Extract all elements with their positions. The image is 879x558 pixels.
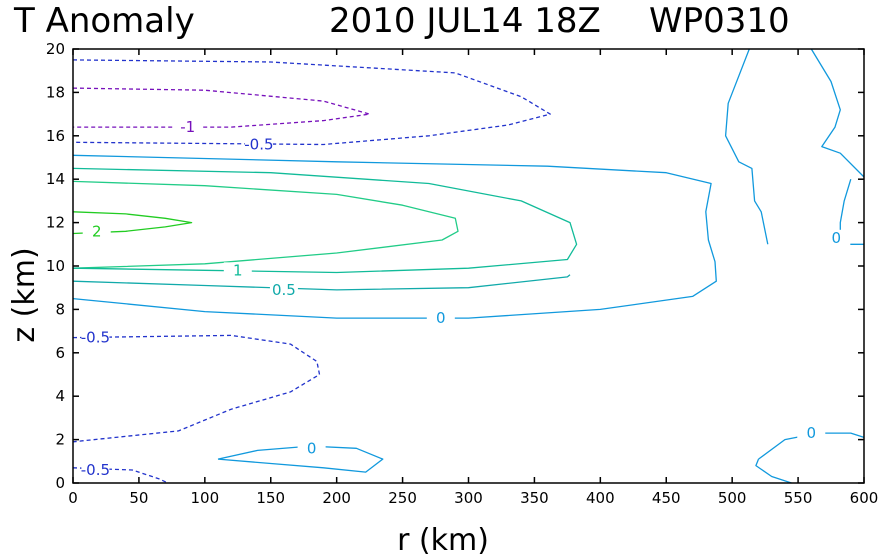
y-tick-label: 8 [55, 300, 65, 318]
contour-line [72, 167, 578, 274]
y-tick-label: 16 [46, 127, 65, 145]
contour-label-bg [244, 136, 273, 153]
contour-label-bg [81, 329, 110, 346]
x-axis-ticks: 0 50 100 150 200 250 300 350 400 450 500 550 600 [68, 49, 878, 507]
x-tick-label: 250 [388, 489, 417, 507]
contour-label-bg [82, 223, 111, 240]
y-axis-label: z (km) [7, 247, 42, 342]
contour-line [72, 154, 717, 319]
y-tick-label: 4 [55, 387, 65, 405]
contour-line [72, 59, 551, 146]
plot-frame [72, 48, 865, 484]
x-tick-label: 500 [718, 489, 747, 507]
x-tick-label: 150 [256, 489, 285, 507]
chart-datetime: 2010 JUL14 18Z [329, 1, 601, 41]
contour-label-bg [269, 281, 298, 298]
contour-label: 0 [832, 229, 842, 247]
contour-label: 1 [233, 261, 243, 279]
contour-lines [72, 48, 865, 484]
contour-label: -1 [180, 118, 195, 136]
y-tick-label: 2 [55, 431, 65, 449]
y-tick-label: 20 [46, 40, 65, 58]
contour-label-bg [173, 119, 202, 136]
contour-line [755, 458, 792, 484]
x-tick-label: 400 [586, 489, 615, 507]
contour-label: 2 [92, 222, 102, 240]
x-tick-label: 550 [784, 489, 813, 507]
x-tick-label: 200 [322, 489, 351, 507]
contour-label: 0 [806, 424, 816, 442]
y-tick-label: 12 [46, 214, 65, 232]
contour-line [724, 48, 769, 245]
y-tick-label: 18 [46, 83, 65, 101]
x-tick-label: 350 [520, 489, 549, 507]
contour-label: -0.5 [244, 135, 273, 153]
contour-labels: 2 1 0.5 0 0 0 0 -0.5 -0.5 -0.5 -1 [81, 118, 851, 479]
contour-label-bg [822, 229, 851, 246]
x-tick-label: 50 [129, 489, 148, 507]
x-tick-label: 0 [68, 489, 78, 507]
contour-label-bg [797, 425, 826, 442]
contour-label-bg [297, 440, 326, 457]
x-tick-label: 450 [652, 489, 681, 507]
contour-label: 0 [436, 309, 446, 327]
x-axis-label: r (km) [397, 523, 489, 558]
chart-storm-id: WP0310 [649, 1, 790, 41]
contour-label: 0.5 [272, 281, 296, 299]
x-tick-label: 100 [191, 489, 220, 507]
y-tick-label: 6 [55, 344, 65, 362]
contour-line [810, 48, 865, 178]
contour-label-bg [223, 262, 252, 279]
contour-label-bg [81, 461, 110, 478]
chart-title: T Anomaly [13, 1, 195, 41]
contour-line [72, 180, 459, 269]
x-tick-label: 600 [850, 489, 879, 507]
contour-label-bg [426, 310, 455, 327]
contour-label: -0.5 [81, 461, 110, 479]
contour-label: 0 [307, 439, 317, 457]
contour-label: -0.5 [81, 329, 110, 347]
y-tick-label: 0 [55, 474, 65, 492]
contour-line [72, 274, 571, 291]
contour-line [72, 334, 321, 443]
contour-line [72, 211, 193, 235]
x-tick-label: 300 [454, 489, 483, 507]
y-tick-label: 14 [46, 170, 65, 188]
y-tick-label: 10 [46, 257, 65, 275]
contour-line [72, 87, 371, 128]
contour-line [217, 445, 384, 473]
